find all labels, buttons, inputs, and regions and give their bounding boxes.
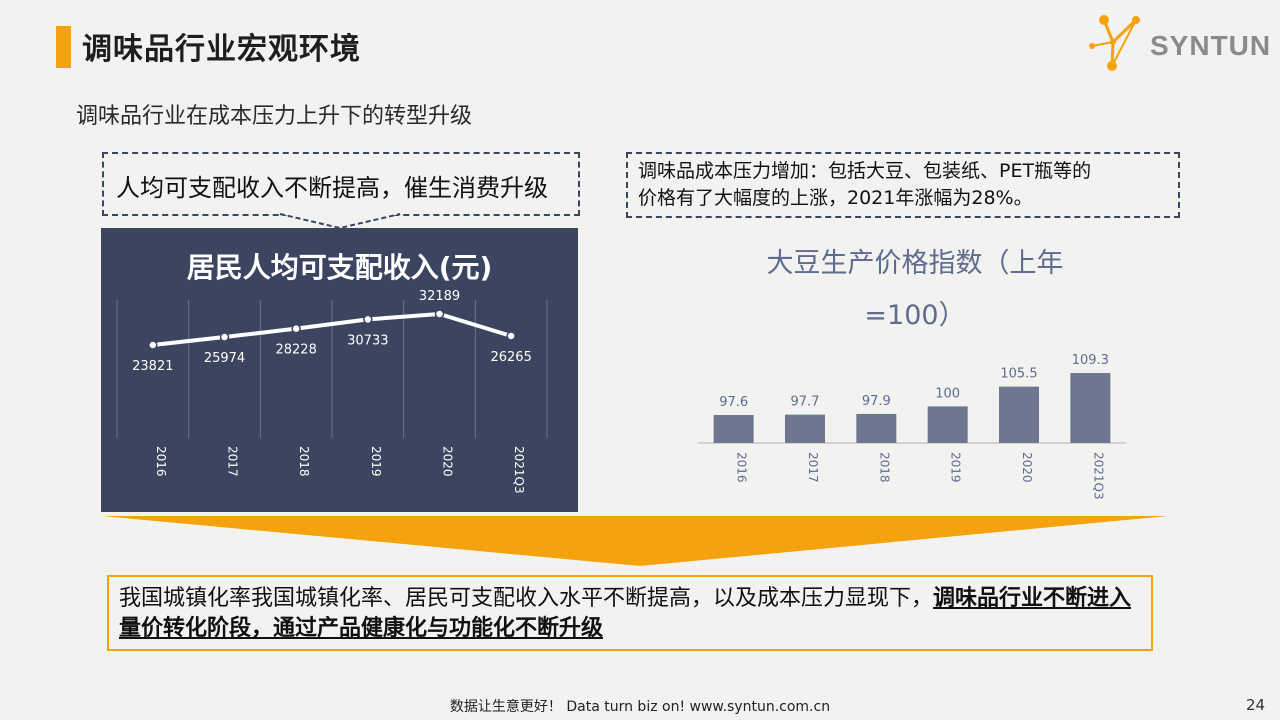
- income-tick-label: 2016: [154, 446, 168, 477]
- footer-slogan: 数据让生意更好！ Data turn biz on! www.syntun.co…: [449, 699, 831, 715]
- cost-callout-text: 调味品成本压力增加：包括大豆、包装纸、PET瓶等的 价格有了大幅度的上涨，202…: [638, 158, 1091, 212]
- income-point: [219, 332, 230, 342]
- income-callout: 人均可支配收入不断提高，催生消费升级: [102, 152, 580, 216]
- income-data-label: 26265: [490, 350, 531, 365]
- soy-tick-label: 2019: [949, 452, 963, 483]
- title-accent-bar: [56, 26, 71, 68]
- income-chart-panel: 居民人均可支配收入(元) 23821 2016 25974 2017 28228 2018…: [101, 228, 578, 512]
- income-tick-label: 2019: [369, 446, 383, 477]
- conclusion-emphasis: 调味品行业不断进入量价转化阶段，通过产品健康化与功能化不断升级: [119, 586, 1132, 641]
- income-line-chart: 23821 2016 25974 2017 28228 2018 30733 2019 3218…: [116, 289, 548, 494]
- income-point: [506, 331, 516, 341]
- soy-data-label: 97.7: [791, 395, 820, 410]
- soy-bar: [999, 386, 1039, 443]
- income-tick-label: 2020: [441, 446, 455, 477]
- soy-bar: [856, 413, 897, 443]
- income-point: [434, 309, 445, 319]
- soy-chart-title-line-1: 大豆生产价格指数（上年: [766, 248, 1064, 279]
- cost-callout-line-1: 调味品成本压力增加：包括大豆、包装纸、PET瓶等的: [638, 160, 1092, 182]
- income-tick-label: 2018: [297, 446, 311, 477]
- soy-tick-label: 2017: [806, 452, 820, 483]
- section-subtitle: 调味品行业在成本压力上升下的转型升级: [76, 104, 473, 129]
- soy-tick-label: 2018: [877, 452, 891, 483]
- soy-bar: [927, 406, 968, 443]
- soy-bar: [1070, 373, 1111, 443]
- income-callout-text: 人均可支配收入不断提高，催生消费升级: [116, 174, 548, 202]
- income-data-label: 32189: [419, 289, 460, 304]
- conclusion-box: 我国城镇化率我国城镇化率、居民可支配收入水平不断提高，以及成本压力显现下，调味品…: [107, 575, 1153, 651]
- soy-data-label: 109.3: [1072, 353, 1109, 368]
- income-data-label: 25974: [204, 351, 245, 366]
- page-title: 调味品行业宏观环境: [82, 32, 361, 67]
- conclusion-plain: 我国城镇化率我国城镇化率、居民可支配收入水平不断提高，以及成本压力显现下，: [119, 586, 934, 611]
- income-tick-label: 2017: [226, 446, 240, 477]
- income-data-label: 23821: [132, 359, 173, 374]
- soy-chart-title: 大豆生产价格指数（上年 =100）: [720, 238, 1110, 342]
- income-chart-title: 居民人均可支配收入(元): [186, 251, 493, 284]
- soy-bar: [713, 415, 754, 443]
- income-tick-label: 2021Q3: [512, 446, 526, 494]
- income-data-label: 30733: [347, 333, 388, 348]
- soy-bar-chart: 97.6 2016 97.7 2017 97.9 2018 100 2019 105.5 2020…: [698, 353, 1126, 500]
- syntun-logo: SYNTUN: [1086, 12, 1270, 74]
- soy-data-label: 105.5: [1000, 367, 1037, 382]
- soy-data-label: 97.6: [719, 395, 748, 410]
- soy-chart-title-line-2: =100）: [864, 300, 966, 331]
- soy-tick-label: 2021Q3: [1091, 452, 1105, 500]
- income-point: [363, 314, 373, 325]
- soy-bar: [785, 414, 825, 443]
- soy-tick-label: 2016: [735, 452, 749, 483]
- income-point: [148, 340, 158, 350]
- income-series-line: [152, 312, 512, 347]
- income-point: [291, 323, 301, 334]
- cost-callout: 调味品成本压力增加：包括大豆、包装纸、PET瓶等的 价格有了大幅度的上涨，202…: [626, 152, 1180, 218]
- page-number: 24: [1246, 696, 1266, 714]
- cost-callout-line-2: 价格有了大幅度的上涨，2021年涨幅为28%。: [638, 187, 1033, 209]
- logo-molecule-icon: [1089, 15, 1140, 71]
- income-data-label: 28228: [275, 343, 316, 358]
- logo-text: SYNTUN: [1150, 30, 1272, 61]
- soy-data-label: 100: [935, 386, 960, 401]
- soy-data-label: 97.9: [862, 394, 891, 409]
- conclusion-text: 我国城镇化率我国城镇化率、居民可支配收入水平不断提高，以及成本压力显现下，调味品…: [119, 584, 1151, 644]
- soy-tick-label: 2020: [1020, 452, 1034, 483]
